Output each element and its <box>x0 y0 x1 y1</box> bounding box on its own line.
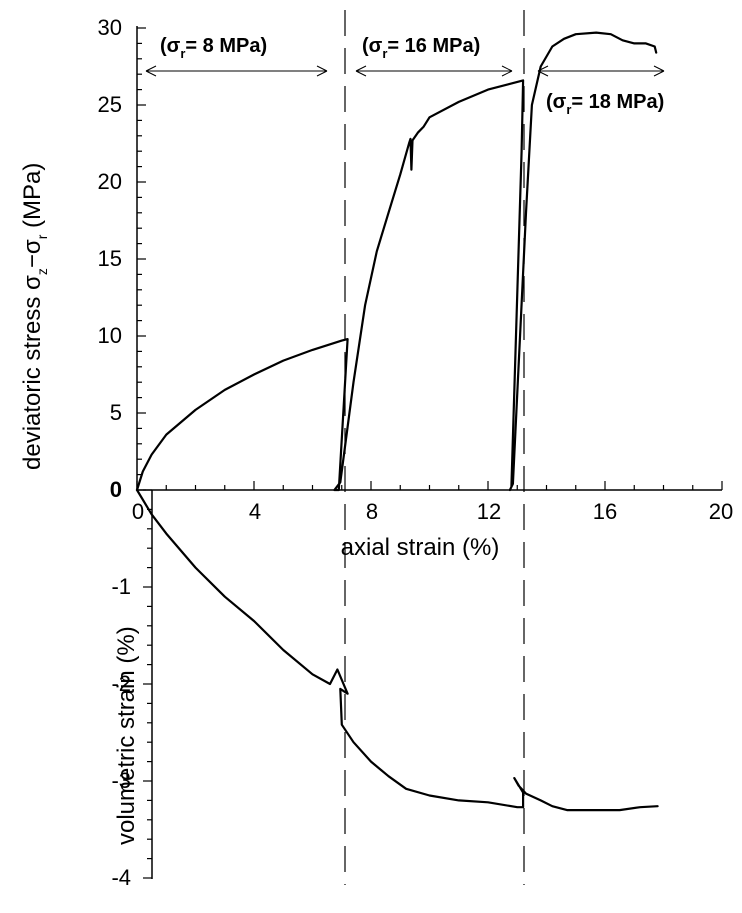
stage1-label-suffix: = 8 MPa) <box>185 35 267 57</box>
y-bottom-tick-label: -1 <box>111 574 131 599</box>
y-top-tick-label: 20 <box>98 169 122 194</box>
stage3-label-prefix: (σ <box>546 91 567 113</box>
stage2-label-prefix: (σ <box>362 35 383 57</box>
stage2-label-sub: r <box>382 46 387 61</box>
y-bottom-tick-label: -4 <box>111 865 131 890</box>
stage1-label-prefix: (σ <box>160 35 181 57</box>
annotation-arrows <box>145 65 665 77</box>
y-top-tick-label: 5 <box>110 400 122 425</box>
stage3-label-suffix: = 18 MPa) <box>571 91 664 113</box>
volumetric-strain-curve <box>135 488 659 812</box>
y-top-tick-label: 30 <box>98 15 122 40</box>
stage3-label: (σr= 18 MPa) <box>546 91 664 117</box>
y-top-title-part: deviatoric stress σ <box>19 275 46 470</box>
y-top-title-part: −σ <box>19 239 46 268</box>
y-top-title-part: (MPa) <box>19 163 46 235</box>
deviatoric-stress-curve <box>135 31 658 492</box>
x-tick-label: 0 <box>132 499 144 524</box>
y-top-tick-label: 0 <box>110 477 122 502</box>
x-tick-label: 12 <box>477 499 501 524</box>
y-top-title-sub: r <box>34 234 50 239</box>
stage1-label-sub: r <box>180 46 185 61</box>
stage2-label-suffix: = 16 MPa) <box>387 35 480 57</box>
x-tick-labels: 0 4 8 12 16 20 <box>132 499 733 524</box>
y-top-tick-labels: 0 5 10 15 20 25 30 <box>98 15 122 502</box>
stage2-arrowhead-right <box>501 65 513 77</box>
y-bottom-tick-label: -3 <box>111 768 131 793</box>
stage1-arrowhead-right <box>316 65 328 77</box>
stage3-label-sub: r <box>566 102 571 117</box>
y-top-tick-label: 15 <box>98 246 122 271</box>
y-top-tick-label: 10 <box>98 323 122 348</box>
tick-marks <box>136 27 723 879</box>
stage1-arrowhead-left <box>145 65 157 77</box>
x-tick-label: 4 <box>249 499 261 524</box>
y-top-tick-label: 25 <box>98 92 122 117</box>
y-bottom-tick-labels: 0 -1 -2 -3 -4 <box>111 574 131 890</box>
axes <box>136 26 722 879</box>
stage-boundaries <box>344 10 525 885</box>
stage3-arrowhead-right <box>653 65 665 77</box>
y-bottom-tick-label: -2 <box>111 671 131 696</box>
x-axis-title: axial strain (%) <box>341 534 500 561</box>
y-top-axis-title: deviatoric stress σz−σr (MPa) <box>19 163 50 470</box>
stage2-label: (σr= 16 MPa) <box>362 35 480 61</box>
x-tick-label: 8 <box>366 499 378 524</box>
y-bottom-axis-title: volumetric strain (%) <box>113 626 140 845</box>
stage1-label: (σr= 8 MPa) <box>160 35 267 61</box>
x-tick-label: 16 <box>593 499 617 524</box>
x-tick-label: 20 <box>709 499 733 524</box>
y-top-title-sub: z <box>34 268 50 275</box>
stage2-arrowhead-left <box>355 65 367 77</box>
